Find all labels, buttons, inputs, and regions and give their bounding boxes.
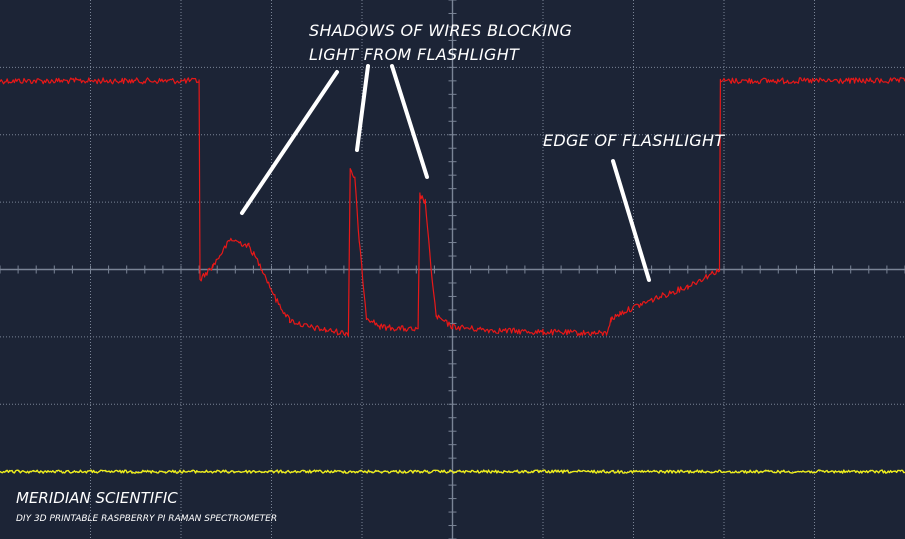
brand-company-name: MERIDIAN SCIENTIFIC (16, 489, 178, 507)
pointer-line-wire-shadow-1 (240, 70, 339, 215)
callout-pointers (240, 64, 651, 282)
pointer-line-flashlight-edge (611, 159, 651, 282)
annotation-wire-shadows-line-2: LIGHT FROM FLASHLIGHT (309, 45, 520, 64)
traces (0, 77, 905, 474)
brand-tagline: DIY 3D PRINTABLE RASPBERRY PI RAMAN SPEC… (16, 514, 277, 524)
pointer-line-wire-shadow-3 (390, 64, 429, 179)
annotation-flashlight-edge: EDGE OF FLASHLIGHT (543, 131, 725, 150)
signal-trace-red (0, 77, 905, 337)
pointer-line-wire-shadow-2 (355, 64, 370, 152)
annotation-wire-shadows-line-1: SHADOWS OF WIRES BLOCKING (309, 21, 572, 40)
signal-trace-yellow (0, 469, 905, 474)
annotation-wire-shadows: SHADOWS OF WIRES BLOCKING LIGHT FROM FLA… (309, 21, 578, 64)
